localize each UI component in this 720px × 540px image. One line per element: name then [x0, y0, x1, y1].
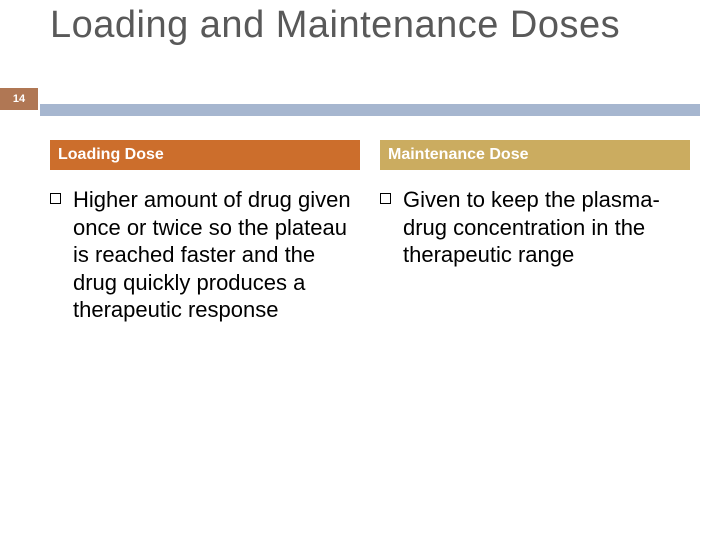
right-bullet-row: Given to keep the plasma-drug concentrat… — [380, 186, 690, 269]
slide: 14 Loading and Maintenance Doses Loading… — [0, 0, 720, 540]
page-number-badge: 14 — [0, 88, 38, 110]
left-bullet-text: Higher amount of drug given once or twic… — [73, 186, 360, 324]
right-bullet-text: Given to keep the plasma-drug concentrat… — [403, 186, 690, 269]
bullet-icon — [50, 193, 61, 204]
bullet-icon — [380, 193, 391, 204]
right-column-header: Maintenance Dose — [380, 140, 690, 170]
left-column: Loading Dose Higher amount of drug given… — [50, 140, 360, 324]
left-column-header: Loading Dose — [50, 140, 360, 170]
left-bullet-row: Higher amount of drug given once or twic… — [50, 186, 360, 324]
right-column: Maintenance Dose Given to keep the plasm… — [380, 140, 690, 324]
slide-title: Loading and Maintenance Doses — [50, 4, 690, 48]
content-columns: Loading Dose Higher amount of drug given… — [50, 140, 690, 324]
title-underline — [40, 104, 700, 116]
